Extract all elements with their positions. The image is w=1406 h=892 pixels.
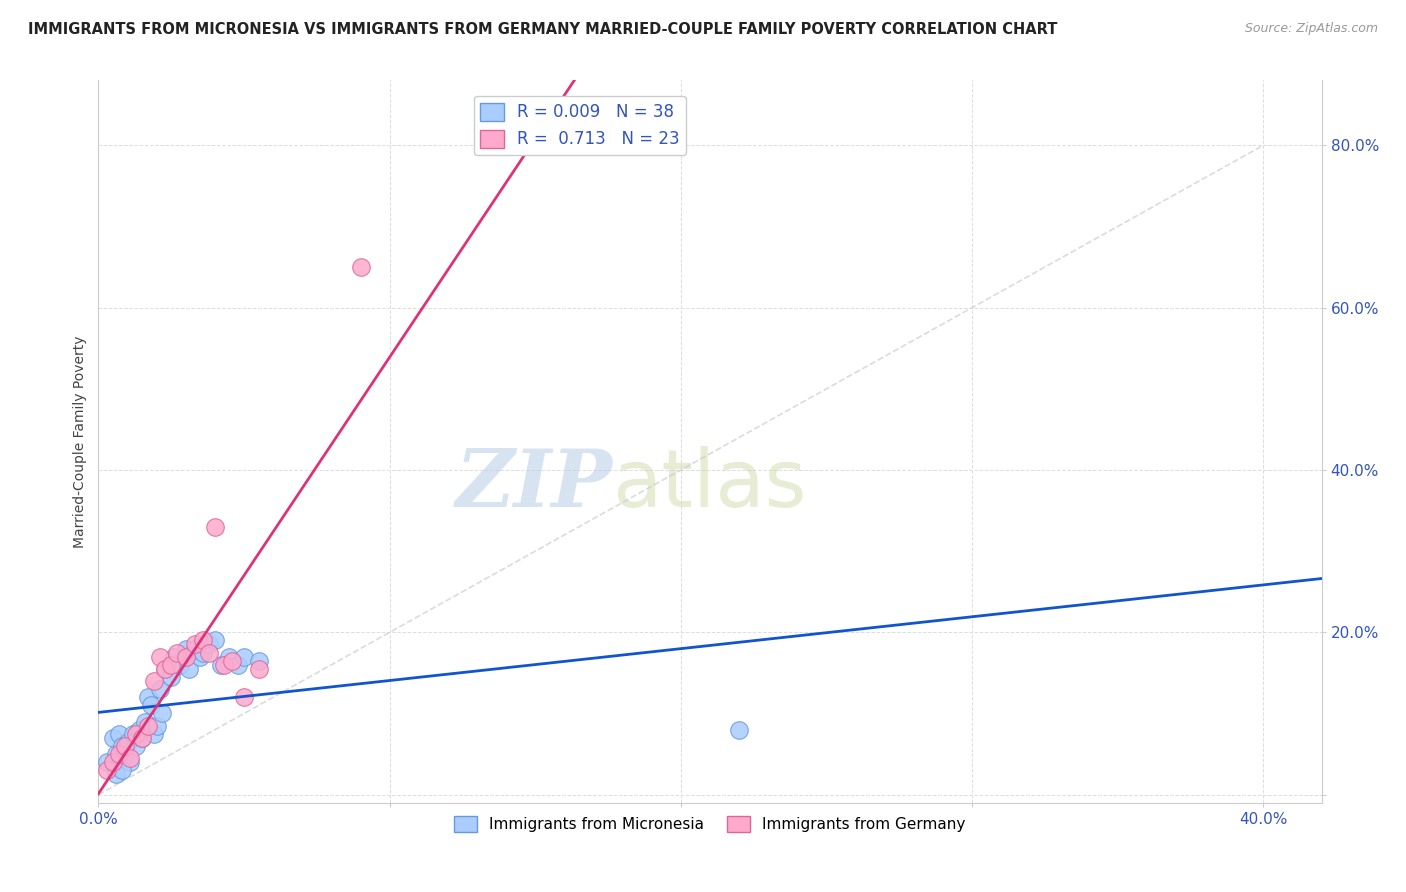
Point: [131, 731, 153, 745]
Point: [96, 755, 118, 769]
Point: [349, 260, 371, 274]
Y-axis label: Married-Couple Family Poverty: Married-Couple Family Poverty: [73, 335, 87, 548]
Point: [145, 719, 167, 733]
Point: [155, 662, 177, 676]
Point: [198, 638, 221, 652]
Point: [114, 739, 136, 753]
Point: [131, 731, 153, 745]
Point: [160, 657, 183, 672]
Point: [247, 654, 270, 668]
Point: [104, 767, 127, 781]
Point: [218, 649, 240, 664]
Point: [136, 690, 159, 705]
Point: [166, 646, 188, 660]
Point: [233, 649, 256, 664]
Point: [149, 682, 172, 697]
Point: [120, 751, 142, 765]
Point: [169, 657, 191, 672]
Point: [247, 662, 270, 676]
Point: [177, 662, 200, 676]
Point: [174, 649, 197, 664]
Point: [160, 670, 183, 684]
Point: [111, 764, 134, 778]
Legend: Immigrants from Micronesia, Immigrants from Germany: Immigrants from Micronesia, Immigrants f…: [449, 810, 972, 838]
Point: [193, 633, 215, 648]
Point: [152, 706, 174, 721]
Point: [209, 657, 232, 672]
Point: [117, 735, 139, 749]
Point: [142, 727, 165, 741]
Text: IMMIGRANTS FROM MICRONESIA VS IMMIGRANTS FROM GERMANY MARRIED-COUPLE FAMILY POVE: IMMIGRANTS FROM MICRONESIA VS IMMIGRANTS…: [28, 22, 1057, 37]
Text: Source: ZipAtlas.com: Source: ZipAtlas.com: [1244, 22, 1378, 36]
Point: [108, 747, 131, 761]
Point: [204, 633, 226, 648]
Point: [111, 739, 134, 753]
Point: [193, 646, 215, 660]
Point: [728, 723, 751, 737]
Point: [120, 755, 142, 769]
Point: [101, 755, 124, 769]
Point: [114, 747, 136, 761]
Point: [204, 520, 226, 534]
Point: [128, 723, 150, 737]
Point: [142, 673, 165, 688]
Point: [136, 719, 159, 733]
Point: [125, 739, 148, 753]
Point: [149, 649, 172, 664]
Point: [183, 638, 205, 652]
Point: [104, 747, 127, 761]
Point: [212, 657, 235, 672]
Text: atlas: atlas: [612, 446, 807, 524]
Point: [183, 641, 205, 656]
Point: [96, 764, 118, 778]
Point: [233, 690, 256, 705]
Point: [125, 727, 148, 741]
Point: [155, 662, 177, 676]
Point: [134, 714, 156, 729]
Point: [221, 654, 243, 668]
Point: [101, 731, 124, 745]
Point: [108, 727, 131, 741]
Text: ZIP: ZIP: [456, 446, 612, 524]
Point: [198, 646, 221, 660]
Point: [163, 649, 186, 664]
Point: [122, 727, 145, 741]
Point: [188, 649, 212, 664]
Point: [139, 698, 162, 713]
Point: [226, 657, 249, 672]
Point: [174, 641, 197, 656]
